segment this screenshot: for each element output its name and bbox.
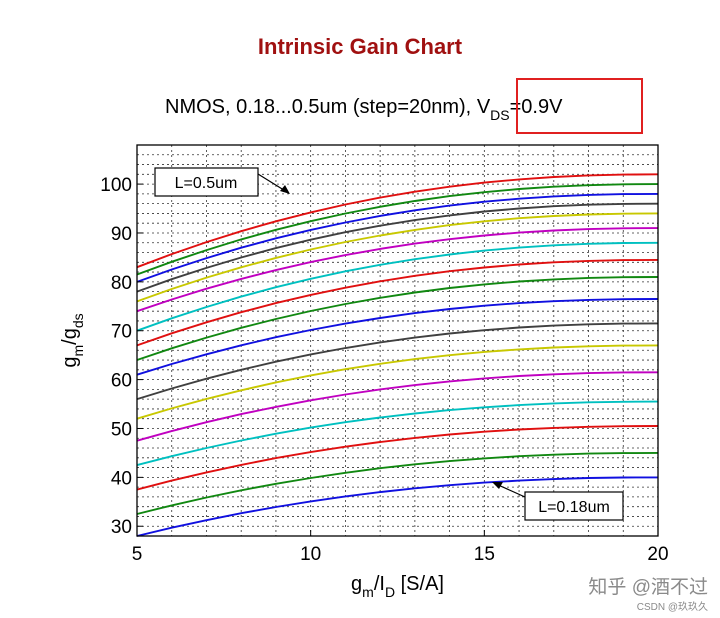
annotation-arrow-bottom (495, 483, 526, 498)
series-line-11 (136, 344, 659, 420)
series-line-10 (136, 322, 659, 401)
subtitle-vds: VDS=0.9V (476, 96, 563, 123)
annotation-box-bottom (524, 491, 624, 521)
watermark-zhihu: 知乎 @酒不过 (588, 577, 708, 598)
y-tick-label: 80 (111, 273, 132, 294)
series-line-4 (136, 212, 659, 303)
watermark-csdn: CSDN @玖玖久 (636, 602, 708, 613)
x-tick-label: 5 (132, 544, 143, 565)
x-tick-label: 15 (474, 544, 495, 565)
y-tick-label: 60 (111, 371, 132, 392)
annotation-arrowhead-top (280, 185, 290, 194)
series-line-16 (136, 476, 659, 537)
series-line-0 (136, 173, 659, 269)
vds-highlight-box (516, 78, 643, 134)
chart-title: Intrinsic Gain Chart (257, 34, 463, 59)
series-line-5 (136, 227, 659, 313)
x-tick-label: 20 (647, 544, 668, 565)
annotation-arrowhead-bottom (492, 482, 503, 489)
x-tick-label: 10 (300, 544, 321, 565)
series-line-12 (136, 371, 659, 442)
series-line-3 (136, 202, 659, 293)
series-line-13 (136, 400, 659, 467)
subtitle-main: NMOS, 0.18...0.5um (step=20nm), (165, 96, 472, 118)
y-tick-label: 70 (111, 322, 132, 343)
annotation-label-top: L=0.5um (175, 175, 238, 192)
y-tick-label: 90 (111, 224, 132, 245)
series-line-9 (136, 298, 659, 376)
annotation-label-bottom: L=0.18um (538, 499, 610, 516)
series-line-1 (136, 183, 659, 276)
series-line-7 (136, 258, 659, 347)
y-tick-label: 100 (100, 175, 132, 196)
y-tick-label: 40 (111, 468, 132, 489)
series-line-15 (136, 451, 659, 515)
series-line-6 (136, 241, 659, 332)
series-line-8 (136, 276, 659, 361)
plot-frame (136, 144, 659, 537)
x-axis-label: gm/ID [S/A] (351, 573, 444, 600)
y-axis-label: gm/gds (59, 313, 86, 367)
chart-subtitle: NMOS, 0.18...0.5um (step=20nm), VDS=0.9V (165, 96, 563, 123)
y-tick-label: 30 (111, 517, 132, 538)
series-line-2 (136, 192, 659, 283)
y-tick-label: 50 (111, 419, 132, 440)
series-line-14 (136, 425, 659, 491)
annotation-box-top (154, 167, 259, 197)
